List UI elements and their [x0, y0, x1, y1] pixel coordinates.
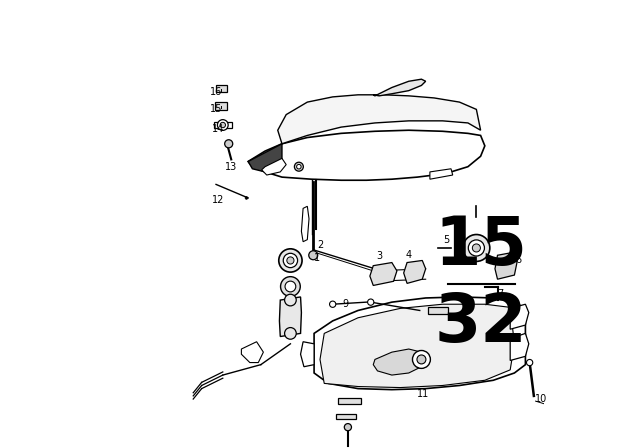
Polygon shape: [301, 206, 309, 242]
Circle shape: [344, 423, 351, 431]
Circle shape: [417, 355, 426, 364]
Text: 5: 5: [444, 235, 450, 245]
Circle shape: [468, 240, 484, 256]
Text: 15: 15: [435, 213, 528, 280]
Polygon shape: [280, 297, 301, 336]
Circle shape: [225, 140, 233, 148]
Polygon shape: [301, 342, 314, 367]
Text: 11: 11: [417, 389, 429, 399]
Circle shape: [285, 327, 296, 339]
Text: 12: 12: [212, 195, 225, 205]
Circle shape: [285, 281, 296, 292]
Polygon shape: [314, 297, 525, 390]
Circle shape: [220, 122, 225, 128]
Text: 13: 13: [225, 162, 237, 172]
Text: 2: 2: [317, 240, 324, 250]
Circle shape: [245, 197, 248, 199]
Polygon shape: [241, 342, 264, 362]
Polygon shape: [510, 333, 529, 361]
Bar: [216, 85, 227, 92]
Circle shape: [296, 164, 301, 169]
Circle shape: [463, 234, 490, 261]
Text: 1: 1: [314, 254, 321, 263]
Text: 10: 10: [534, 394, 547, 404]
Circle shape: [218, 120, 228, 130]
Text: 9: 9: [342, 299, 348, 309]
Polygon shape: [495, 252, 517, 279]
Polygon shape: [278, 95, 481, 144]
Circle shape: [287, 257, 294, 264]
Polygon shape: [370, 263, 397, 285]
Text: 32: 32: [435, 289, 527, 356]
Polygon shape: [248, 144, 282, 172]
Polygon shape: [373, 79, 426, 96]
Circle shape: [294, 162, 303, 171]
Circle shape: [285, 294, 296, 306]
Bar: [337, 414, 356, 419]
Text: 8: 8: [465, 306, 471, 315]
Circle shape: [412, 350, 430, 368]
Text: 6: 6: [516, 255, 522, 266]
Circle shape: [279, 249, 302, 272]
Text: 14: 14: [212, 124, 225, 134]
Circle shape: [472, 244, 481, 252]
Circle shape: [527, 359, 532, 366]
Circle shape: [284, 253, 298, 267]
Bar: [215, 102, 227, 110]
Bar: [339, 398, 361, 404]
Polygon shape: [262, 158, 286, 175]
Circle shape: [308, 251, 317, 260]
Polygon shape: [248, 130, 485, 180]
Polygon shape: [510, 304, 529, 329]
Text: 4: 4: [406, 250, 412, 260]
Text: 16: 16: [210, 86, 222, 97]
Bar: [214, 122, 232, 128]
Circle shape: [330, 301, 336, 307]
Text: 7: 7: [497, 289, 503, 299]
Polygon shape: [320, 304, 515, 388]
Text: 3: 3: [376, 251, 382, 261]
Polygon shape: [373, 349, 424, 375]
Polygon shape: [430, 169, 452, 179]
Circle shape: [367, 299, 374, 305]
Circle shape: [280, 277, 300, 297]
Text: 15: 15: [210, 104, 222, 114]
Bar: [429, 307, 448, 314]
Polygon shape: [404, 260, 426, 284]
